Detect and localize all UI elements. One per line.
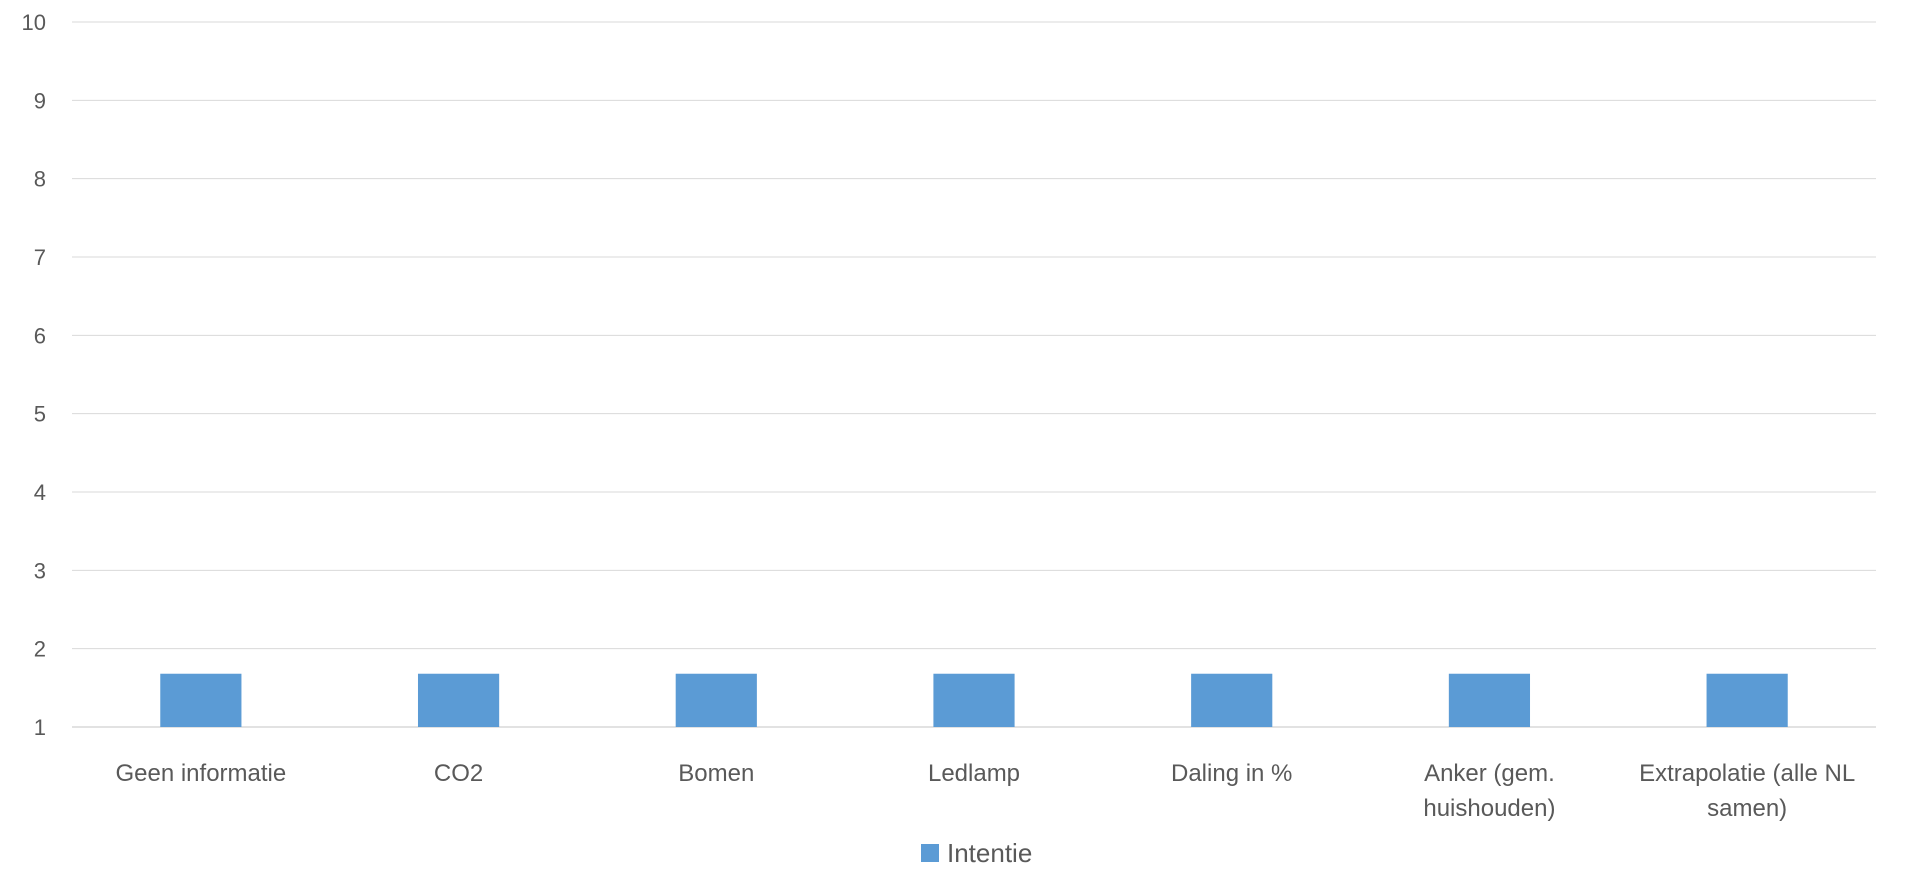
bar <box>160 673 242 727</box>
gridlines <box>72 21 1876 728</box>
bar <box>933 673 1015 727</box>
y-axis-tick-labels: 1 2 3 4 5 6 7 8 9 10 <box>22 10 46 740</box>
x-category-label: Bomen <box>678 760 754 787</box>
y-tick-label: 2 <box>34 637 46 662</box>
legend-swatch <box>921 844 939 862</box>
bar <box>417 673 500 727</box>
x-category-label: samen) <box>1707 795 1787 822</box>
x-category-label: Geen informatie <box>115 760 286 787</box>
x-category-label: huishouden) <box>1423 795 1555 822</box>
y-tick-label: 9 <box>34 88 46 113</box>
y-tick-label: 7 <box>34 245 46 270</box>
bar <box>1706 673 1788 727</box>
bars <box>160 673 1788 727</box>
bar <box>1448 673 1531 727</box>
x-category-label: Extrapolatie (alle NL <box>1639 760 1855 787</box>
y-tick-label: 10 <box>22 10 46 35</box>
y-tick-label: 4 <box>34 480 46 505</box>
y-tick-label: 5 <box>34 402 46 427</box>
y-tick-label: 1 <box>34 715 46 740</box>
y-tick-label: 8 <box>34 167 46 192</box>
y-tick-label: 3 <box>34 558 46 583</box>
bar <box>675 673 757 727</box>
x-category-label: Daling in % <box>1171 760 1292 787</box>
bar <box>1191 673 1273 727</box>
x-category-label: CO2 <box>434 760 483 787</box>
x-axis-category-labels: Geen informatie CO2 Bomen Ledlamp Daling in … <box>115 760 1855 822</box>
legend-label: Intentie <box>947 838 1032 868</box>
legend: Intentie <box>921 838 1032 868</box>
y-tick-label: 6 <box>34 323 46 348</box>
x-category-label: Ledlamp <box>928 760 1020 787</box>
x-category-label: Anker (gem. <box>1424 760 1555 787</box>
